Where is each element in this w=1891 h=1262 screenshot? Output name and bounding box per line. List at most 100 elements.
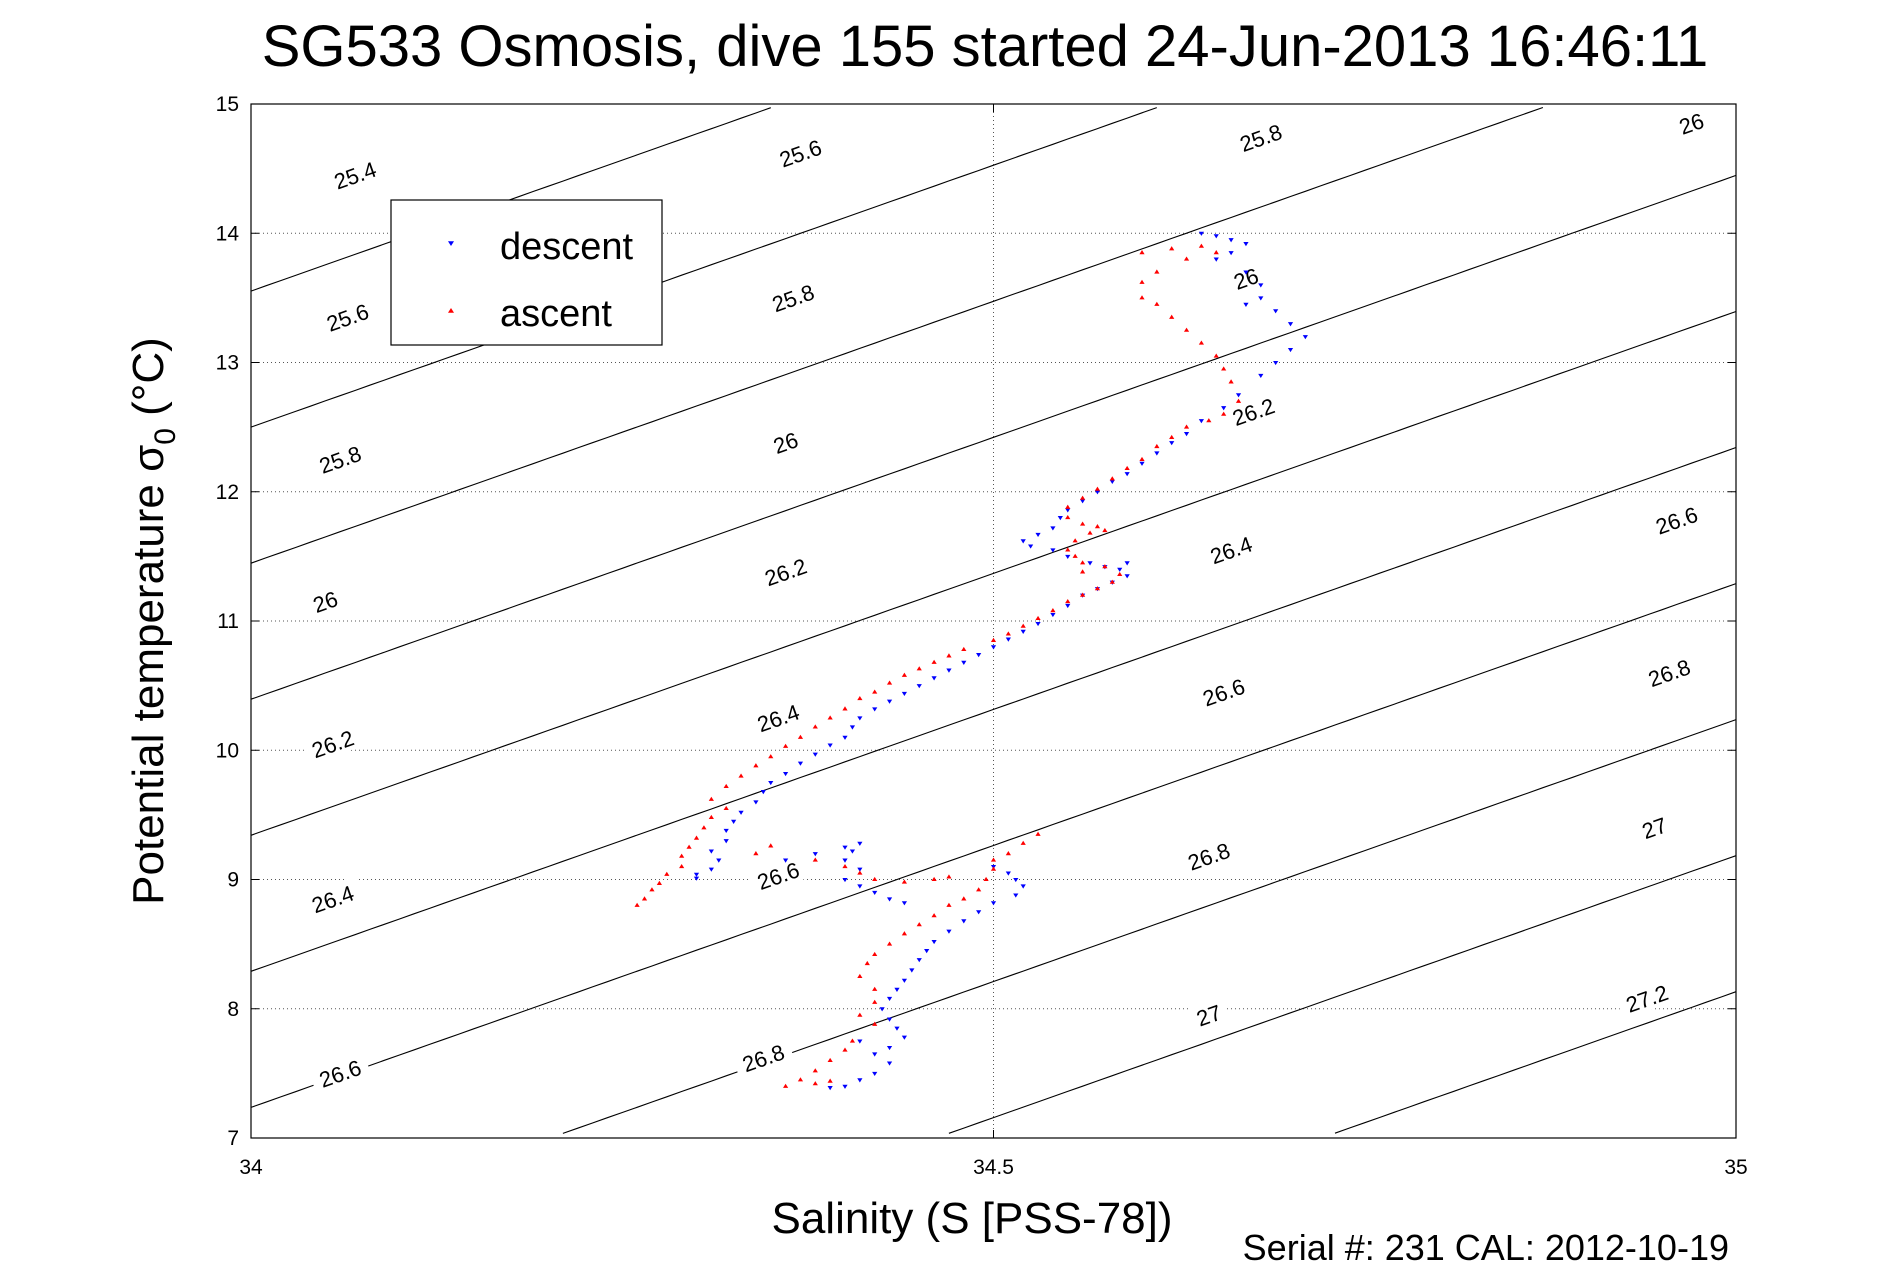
isopycnal-label-bg [764, 423, 806, 460]
isopycnal-label: 27 [1188, 996, 1229, 1033]
descent-point [1258, 283, 1264, 288]
ascent-point [842, 863, 848, 869]
ascent-point [1065, 547, 1071, 552]
isopycnal-line [250, 107, 771, 292]
isopycnal-label-bg [760, 275, 825, 319]
descent-point [1124, 561, 1130, 566]
y-tick-label: 13 [216, 352, 239, 375]
descent-point [946, 929, 952, 934]
ascent-point [1139, 279, 1145, 284]
ascent-point [990, 637, 997, 642]
ascent-point [1080, 560, 1086, 565]
ascent-point [827, 1057, 833, 1063]
ascent-point [872, 1021, 878, 1026]
ascent-point [1169, 434, 1175, 440]
descent-point [931, 939, 937, 945]
ascent-point [872, 986, 878, 991]
ascent-point [1005, 851, 1011, 856]
ascent-point [768, 754, 774, 759]
descent-point [1028, 544, 1034, 549]
descent-point [872, 707, 878, 712]
descent-point [1273, 309, 1279, 314]
descent-point [1109, 479, 1115, 485]
ascent-point [976, 887, 982, 892]
isopycnal-label-bg [308, 1050, 372, 1095]
descent-point [1258, 296, 1264, 301]
ascent-point [983, 876, 989, 882]
ascent-point [901, 879, 907, 884]
descent-point [723, 839, 729, 844]
isopycnal-label-bg [308, 436, 372, 481]
ascent-point [738, 773, 744, 778]
descent-point [842, 735, 848, 740]
descent-point [901, 901, 907, 906]
legend-box [390, 199, 663, 346]
descent-point [1087, 561, 1093, 566]
ascent-point [857, 973, 863, 978]
descent-point [886, 699, 893, 704]
ascent-point [916, 666, 922, 671]
isopycnal-line [250, 174, 1737, 700]
isopycnal-label-bg [1614, 975, 1679, 1020]
ascent-point [827, 715, 833, 720]
ascent-point [1139, 295, 1145, 300]
ascent-point [812, 1081, 818, 1086]
descent-point [1243, 270, 1249, 275]
ascent-point [961, 896, 967, 901]
descent-point [1080, 499, 1086, 504]
ascent-point [1102, 527, 1108, 533]
ascent-point [1065, 504, 1071, 509]
y-axis-label-main: Potential temperature σ [124, 445, 173, 905]
descent-point [901, 691, 907, 696]
ascent-point [946, 902, 952, 907]
descent-point [886, 1061, 893, 1066]
ascent-point [842, 1047, 848, 1052]
isopycnal-line [948, 855, 1737, 1134]
descent-point [1065, 508, 1071, 513]
y-axis-label: Potential temperature σ0 (°C) [124, 337, 182, 905]
descent-point [872, 1071, 878, 1076]
ascent-point [961, 646, 967, 651]
descent-point [916, 958, 922, 963]
ascent-point [931, 876, 937, 882]
ascent-point [872, 951, 878, 957]
descent-point [1183, 432, 1190, 437]
ascent-point [708, 814, 714, 820]
descent-point [1005, 637, 1011, 642]
descent-point [1013, 877, 1019, 883]
descent-point [894, 1026, 900, 1031]
y-tick-label: 8 [227, 998, 239, 1021]
grid [251, 104, 1736, 1138]
descent-point [1198, 419, 1204, 424]
descent-point [812, 852, 818, 857]
descent-point [857, 1039, 863, 1044]
ascent-point [1154, 301, 1160, 306]
ascent-point [1213, 250, 1219, 255]
ascent-point [797, 734, 804, 739]
isopycnal-label-bg [1221, 388, 1285, 433]
isopycnal-label-bg [746, 852, 810, 897]
descent-point [1258, 373, 1264, 379]
descent-point [886, 897, 893, 902]
descent-point [1065, 554, 1071, 559]
descent-point [1094, 490, 1101, 495]
ascent-point [842, 706, 848, 711]
isopycnal-line [250, 446, 1737, 972]
x-tick-label: 34 [239, 1156, 263, 1179]
ascent-point [1198, 340, 1204, 345]
descent-point [723, 828, 729, 833]
ascent-point [1080, 521, 1086, 526]
ascent-point [990, 857, 997, 862]
legend-marker-ascent [448, 308, 454, 313]
descent-point [1035, 622, 1041, 627]
descent-point [1139, 461, 1145, 466]
descent-point [872, 890, 878, 896]
descent-point [1124, 472, 1130, 477]
ascent-point [1169, 246, 1175, 251]
descent-point [1287, 322, 1294, 327]
descent-point [827, 743, 833, 748]
descent-point [1020, 629, 1026, 634]
ascent-point [1183, 256, 1190, 261]
isopycnal-label-bg [1225, 259, 1267, 296]
descent-point [783, 771, 789, 777]
